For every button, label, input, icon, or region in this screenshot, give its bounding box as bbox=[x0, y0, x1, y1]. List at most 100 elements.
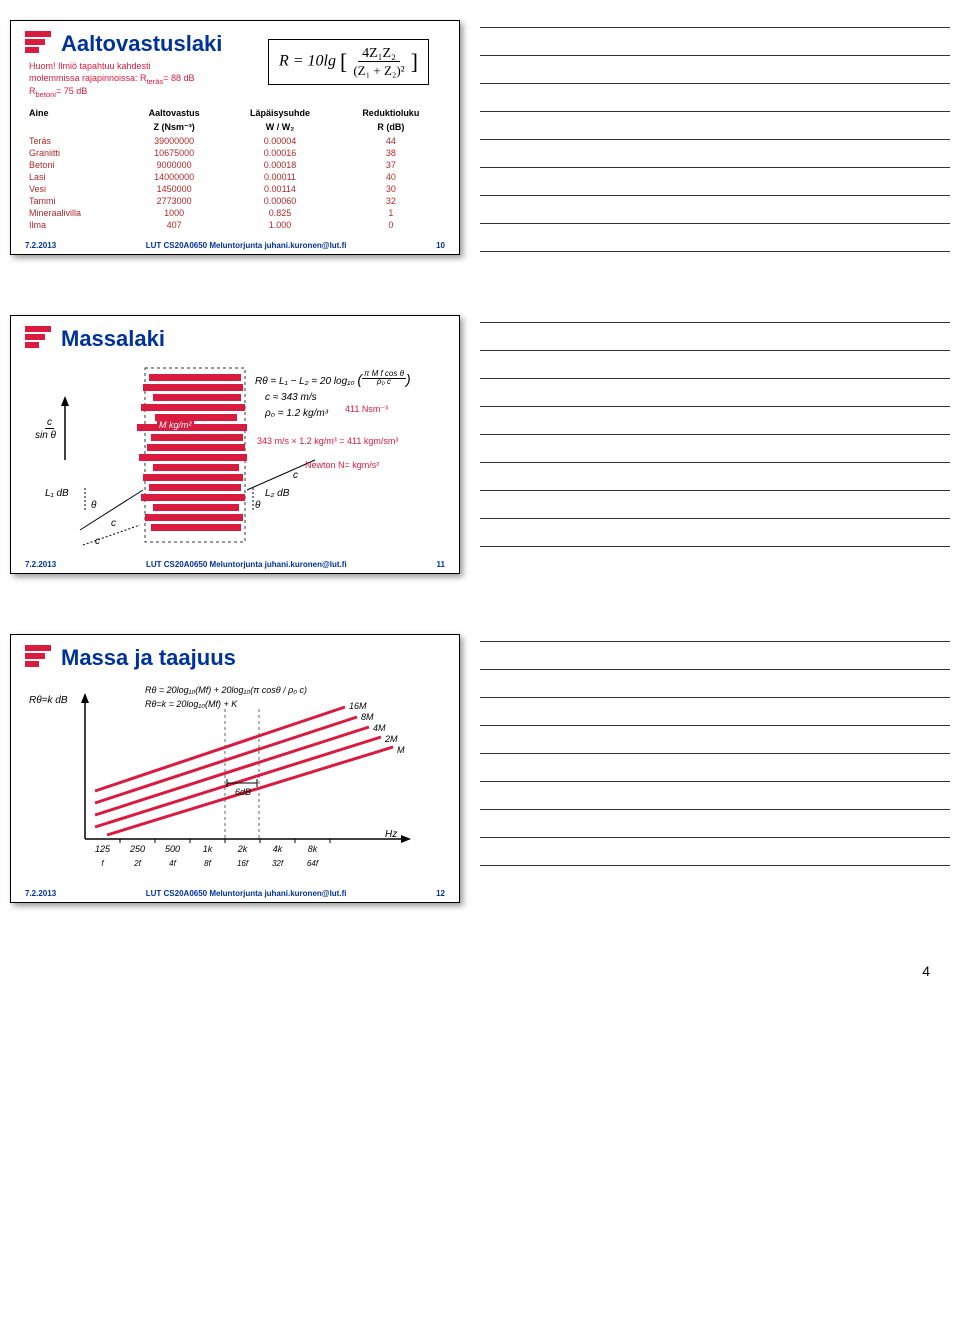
series-16m: 16M bbox=[349, 701, 367, 711]
footer-page: 12 bbox=[436, 889, 445, 898]
table-cell: 30 bbox=[337, 183, 445, 195]
eq-bot: Rθ=k = 20log₁₀(Mf) + K bbox=[145, 699, 237, 709]
rho0: ρ₀ = 1.2 kg/m³ bbox=[265, 408, 328, 419]
c-bottom: c bbox=[95, 536, 100, 547]
note-line bbox=[480, 321, 950, 323]
table-cell: 44 bbox=[337, 135, 445, 147]
hz-label: Hz bbox=[385, 829, 397, 840]
c-approx: c ≈ 343 m/s bbox=[265, 392, 317, 403]
note-line bbox=[480, 26, 950, 28]
note-line bbox=[480, 724, 950, 726]
table-cell: Vesi bbox=[25, 183, 125, 195]
table-cell: 0.00018 bbox=[223, 159, 336, 171]
note-line bbox=[480, 82, 950, 84]
m-label: M kg/m² bbox=[157, 420, 194, 430]
notes-area-2 bbox=[480, 315, 950, 547]
note-line bbox=[480, 461, 950, 463]
stacked-bars-icon bbox=[25, 645, 51, 667]
col-aine: Aine bbox=[25, 106, 125, 120]
xtick: 8k bbox=[295, 844, 330, 854]
xtick: 500 bbox=[155, 844, 190, 854]
table-row: Tammi27730000.0006032 bbox=[25, 195, 445, 207]
theta-left: θ bbox=[91, 500, 96, 511]
theta-right: θ bbox=[255, 500, 260, 511]
note-line bbox=[480, 222, 950, 224]
footer-date: 7.2.2013 bbox=[25, 889, 56, 898]
table-cell: 0.00060 bbox=[223, 195, 336, 207]
table-cell: Mineraalivilla bbox=[25, 207, 125, 219]
note-line bbox=[480, 166, 950, 168]
table-cell: 10675000 bbox=[125, 147, 223, 159]
xtick: 4k bbox=[260, 844, 295, 854]
slide-footer: 7.2.2013 LUT CS20A0650 Meluntorjunta juh… bbox=[25, 241, 445, 250]
table-cell: Tammi bbox=[25, 195, 125, 207]
table-cell: 14000000 bbox=[125, 171, 223, 183]
massalaki-diagram: c sin θ Rθ = L₁ − L₂ = 20 log₁₀ (π M f c… bbox=[25, 360, 445, 550]
note-line bbox=[480, 836, 950, 838]
table-row: Ilma4071.0000 bbox=[25, 219, 445, 231]
L2-label: L₂ dB bbox=[265, 488, 289, 499]
footer-date: 7.2.2013 bbox=[25, 560, 56, 569]
note-line bbox=[480, 640, 950, 642]
note-line bbox=[480, 808, 950, 810]
xtick: 125 bbox=[85, 844, 120, 854]
table-row: Teräs390000000.0000444 bbox=[25, 135, 445, 147]
x-ticks-row1: 125 250 500 1k 2k 4k 8k bbox=[85, 844, 385, 854]
col-lapaisysuhde: Läpäisysuhde bbox=[223, 106, 336, 120]
eq-top: Rθ = 20log₁₀(Mf) + 20log₁₀(π cosθ / ρ₀ c… bbox=[145, 685, 307, 695]
slide-title: Massalaki bbox=[61, 326, 165, 352]
calc-line: 343 m/s × 1.2 kg/m³ = 411 kgm/sm³ bbox=[257, 436, 398, 446]
table-cell: 1000 bbox=[125, 207, 223, 219]
slide-title: Massa ja taajuus bbox=[61, 645, 236, 671]
table-cell: Betoni bbox=[25, 159, 125, 171]
footer-course: LUT CS20A0650 Meluntorjunta juhani.kuron… bbox=[146, 560, 347, 569]
subnote-line1: Huom! Ilmiö tapahtuu kahdesti bbox=[29, 61, 151, 71]
mass-law-svg bbox=[25, 360, 445, 550]
table-row: Vesi14500000.0011430 bbox=[25, 183, 445, 195]
unit-411: 411 Nsm⁻³ bbox=[345, 404, 388, 415]
col-sub-2: W / W₂ bbox=[223, 120, 336, 135]
note-line bbox=[480, 696, 950, 698]
slide-footer: 7.2.2013 LUT CS20A0650 Meluntorjunta juh… bbox=[25, 889, 445, 898]
note-line bbox=[480, 405, 950, 407]
table-cell: 0.00011 bbox=[223, 171, 336, 183]
note-line bbox=[480, 517, 950, 519]
table-cell: 2773000 bbox=[125, 195, 223, 207]
footer-date: 7.2.2013 bbox=[25, 241, 56, 250]
xtick2: f bbox=[85, 859, 120, 868]
xtick2: 32f bbox=[260, 859, 295, 868]
impedance-table: Aine Aaltovastus Läpäisysuhde Reduktiolu… bbox=[25, 106, 445, 231]
formula-denominator: (Z₁ + Z₂)² bbox=[351, 63, 406, 78]
col-reduktioluku: Reduktioluku bbox=[337, 106, 445, 120]
page-number: 4 bbox=[10, 963, 950, 979]
table-cell: 407 bbox=[125, 219, 223, 231]
table-cell: 1 bbox=[337, 207, 445, 219]
r-theta-text: Rθ = L₁ − L₂ = 20 log₁₀ bbox=[255, 376, 355, 387]
note-line bbox=[480, 138, 950, 140]
note-line bbox=[480, 194, 950, 196]
xtick2: 4f bbox=[155, 859, 190, 868]
series-4m: 4M bbox=[373, 723, 386, 733]
xtick: 1k bbox=[190, 844, 225, 854]
xtick: 250 bbox=[120, 844, 155, 854]
subnote-line2-sub: teräs bbox=[147, 76, 164, 85]
table-cell: 38 bbox=[337, 147, 445, 159]
notes-area-3 bbox=[480, 634, 950, 866]
series-8m: 8M bbox=[361, 712, 374, 722]
note-line bbox=[480, 250, 950, 252]
table-row: Lasi140000000.0001140 bbox=[25, 171, 445, 183]
formula-numerator: 4Z₁Z₂ bbox=[358, 46, 400, 62]
note-line bbox=[480, 752, 950, 754]
note-line bbox=[480, 110, 950, 112]
note-line bbox=[480, 433, 950, 435]
subnote-line2a: molemmissa rajapinnoissa: R bbox=[29, 73, 147, 83]
six-db: 6dB bbox=[235, 787, 251, 797]
table-cell: 0.00016 bbox=[223, 147, 336, 159]
table-cell: Ilma bbox=[25, 219, 125, 231]
table-cell: 0.00114 bbox=[223, 183, 336, 195]
footer-page: 11 bbox=[437, 560, 445, 569]
xtick2: 8f bbox=[190, 859, 225, 868]
col-aaltovastus: Aaltovastus bbox=[125, 106, 223, 120]
c-left: c bbox=[111, 518, 116, 529]
notes-area-1 bbox=[480, 20, 950, 252]
